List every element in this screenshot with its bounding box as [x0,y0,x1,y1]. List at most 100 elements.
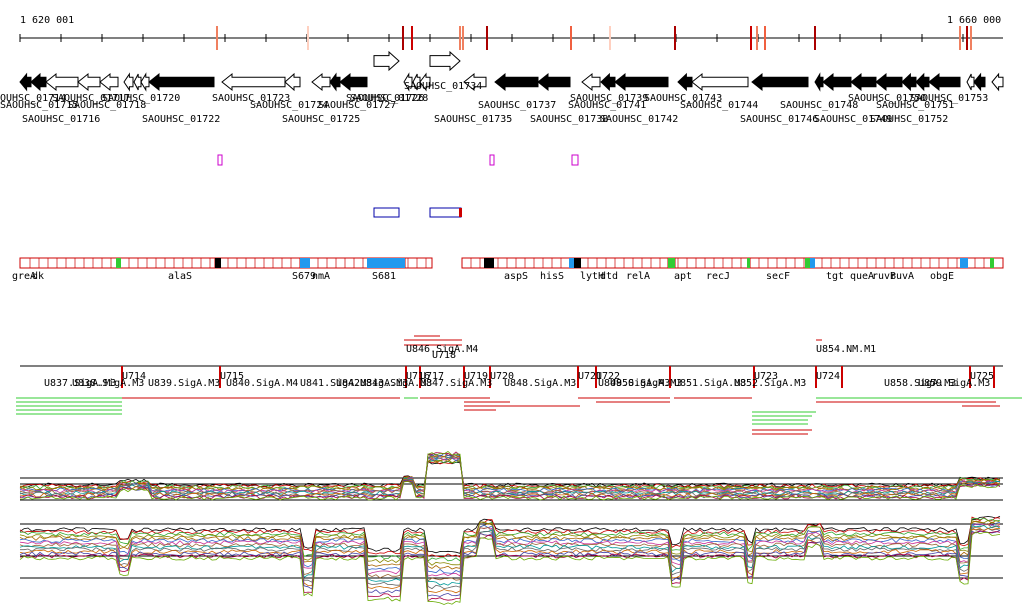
gene-label: SAOUHSC_01724 [250,100,328,111]
gene-arrow[interactable] [148,72,215,92]
gene-arrow[interactable] [814,72,824,92]
operon-color-block [805,258,810,268]
operon-gene-name: aspS [504,271,528,282]
promoter-label: U725 [970,371,994,382]
gene-labels: OUHSC_01714SAOUHSC_01715SAOUHSC_01717SAO… [0,81,988,125]
gene-label: SAOUHSC_01725 [282,114,360,125]
gene-arrow[interactable] [537,72,571,92]
expression-trace [20,526,1001,590]
gene-label: SAOUHSC_01720 [102,93,180,104]
blue-feature-end [459,208,462,217]
promoter-label: U724 [816,371,840,382]
blue-feature[interactable] [429,207,462,218]
gene-arrow[interactable] [600,72,616,92]
expression-trace [19,451,1001,501]
gene-label: SAOUHSC_01718 [68,100,146,111]
gene-label: SAOUHSC_01727 [318,100,396,111]
gene-arrow[interactable] [419,72,431,92]
gene-arrow[interactable] [99,72,119,92]
promoter-label: U723 [754,371,778,382]
gene-arrow[interactable] [77,72,101,92]
operon-gene-name: nmA [312,271,330,282]
operon-segment[interactable] [299,257,371,269]
srna-feature[interactable] [217,154,223,166]
operon-segment[interactable] [19,257,119,269]
promoter-labels: U837.SigA.M3U838.SigA.M3U714U839.SigA.M3… [44,344,994,389]
gene-label: SAOUHSC_01734 [404,81,482,92]
gene-arrow[interactable] [850,72,877,92]
small-rna-track[interactable] [217,154,579,166]
gene-arrow[interactable] [339,72,368,92]
promoter-label: U841.SigA.M3 [300,378,372,389]
gene-arrow[interactable] [284,72,301,92]
operon-segment[interactable] [674,257,751,269]
promoter-label: U720 [490,371,514,382]
operon-segment[interactable] [571,257,669,269]
operon-segment[interactable] [961,257,1004,269]
gene-arrow[interactable] [30,72,47,92]
promoter-label: U837.SigA.M3 [44,378,116,389]
gene-arrow[interactable] [133,73,142,91]
gene-arrow[interactable] [966,73,975,91]
gene-arrow[interactable] [19,72,32,92]
gene-arrow[interactable] [691,72,749,92]
gene-arrow[interactable] [875,72,903,92]
gene-arrow[interactable] [991,72,1004,92]
srna-feature[interactable] [489,154,495,166]
operon-gene-name: lytH [580,271,604,282]
gene-label: SAOUHSC_01726 [346,93,424,104]
operon-segment[interactable] [404,257,433,269]
blue-feature-track[interactable] [373,207,462,218]
gene-arrow[interactable] [901,72,917,92]
promoter-label: U847.SigA.M3 [420,378,492,389]
promoter-label: U858.SigA.M3 [884,378,956,389]
ruler-end-label: 1 660 000 [947,15,1001,26]
gene-label: SAOUHSC_01717 [52,93,130,104]
gene-arrow[interactable] [581,72,601,92]
promoter-label: U715 [220,371,244,382]
expression-trace [19,521,1001,574]
gene-label: SAOUHSC_01741 [568,100,646,111]
operon-segment[interactable] [117,257,216,269]
gene-label: SAOUHSC_01752 [870,114,948,125]
read-lines-track [16,397,1022,435]
gene-arrow[interactable] [373,50,400,72]
gene-arrow[interactable] [329,72,341,92]
operon-gene-name: relA [626,271,650,282]
gene-arrow[interactable] [311,72,331,92]
gene-track[interactable] [19,50,1004,92]
gene-arrow[interactable] [751,72,809,92]
gene-arrow[interactable] [915,72,930,92]
operon-color-block [569,258,574,268]
blue-feature[interactable] [373,207,400,218]
gene-label: SAOUHSC_01750 [848,93,926,104]
gene-arrow[interactable] [403,72,413,92]
gene-arrow[interactable] [45,72,79,92]
expression-trace [19,457,1001,492]
gene-arrow[interactable] [221,72,286,92]
operon-segment[interactable] [489,257,573,269]
gene-label: SAOUHSC_01744 [680,100,758,111]
promoter-label: U842.SigA.M3 [336,378,408,389]
gene-arrow[interactable] [614,72,669,92]
coordinate-ruler: 1 620 001 1 660 000 [19,15,1003,50]
gene-arrow[interactable] [928,72,961,92]
promoter-label: U848.SigA.M3 [504,378,576,389]
gene-label: SAOUHSC_01742 [600,114,678,125]
operon-gene-name: tgt [826,271,844,282]
gene-arrow[interactable] [140,72,150,92]
gene-arrow[interactable] [123,72,134,92]
gene-arrow[interactable] [429,50,461,72]
promoter-track[interactable] [20,335,1003,388]
operon-gene-name: queA [850,271,874,282]
gene-arrow[interactable] [822,72,852,92]
promoter-label: U718 [432,350,456,361]
operon-gene-name: S679 [292,271,316,282]
gene-arrow[interactable] [463,72,487,92]
gene-arrow[interactable] [973,72,986,92]
gene-arrow[interactable] [677,72,693,92]
operon-track[interactable] [19,257,1004,269]
gene-label: SAOUHSC_01735 [434,114,512,125]
srna-feature[interactable] [571,154,579,166]
gene-arrow[interactable] [494,72,539,92]
